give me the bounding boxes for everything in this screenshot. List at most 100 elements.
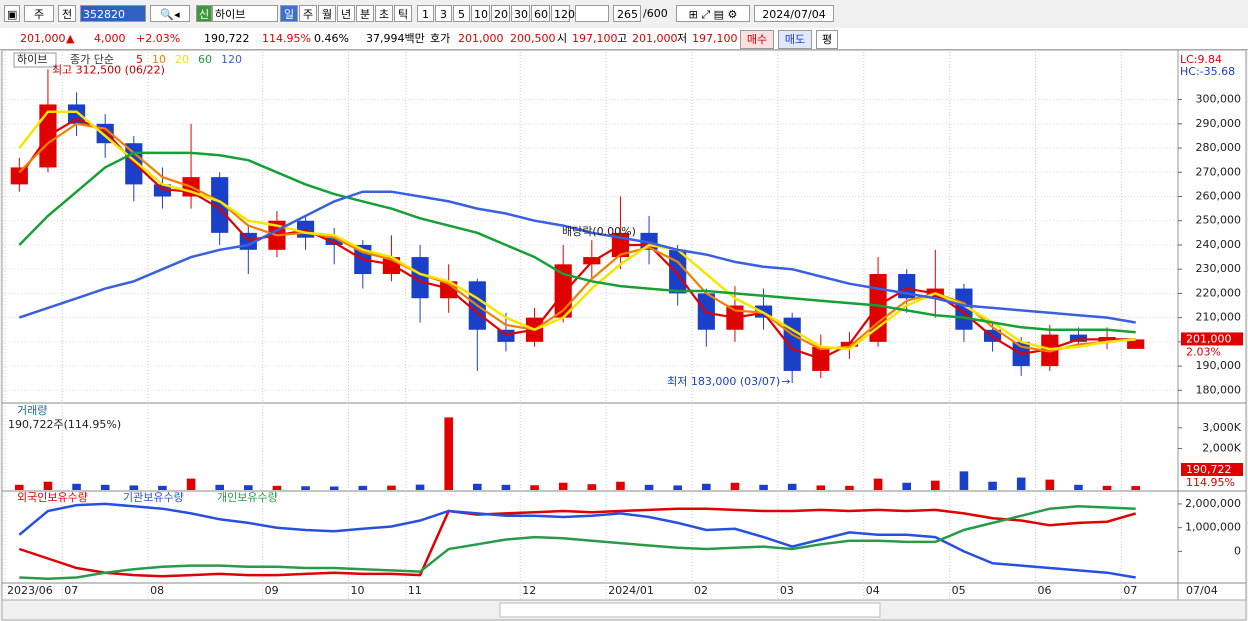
y-tick-label: 2,000K: [1202, 442, 1241, 455]
legend-entry: 5: [136, 53, 143, 66]
volume-bar: [644, 484, 654, 490]
volume-bar: [100, 484, 110, 490]
interval-button[interactable]: 3: [435, 5, 452, 22]
interval-button[interactable]: 60: [531, 5, 550, 22]
interval-button[interactable]: 초: [375, 5, 393, 22]
y-tick-label: 230,000: [1196, 262, 1242, 275]
candle-body: [296, 220, 315, 238]
last-volume: 190,722: [1186, 463, 1232, 476]
y-tick-label: 0: [1234, 544, 1241, 557]
interval-button[interactable]: 1: [417, 5, 434, 22]
interval-button[interactable]: 일: [280, 5, 298, 22]
amount: 37,994백만: [366, 32, 425, 45]
volume-ratio: 114.95%: [262, 32, 311, 45]
quote-bar: 201,000 ▲ 4,000 +2.03% 190,722 114.95% 0…: [0, 28, 1248, 50]
avg-button[interactable]: 평: [816, 30, 838, 49]
sell-button[interactable]: 매도: [778, 30, 812, 49]
x-tick-label: 12: [522, 584, 536, 597]
y-tick-label: 250,000: [1196, 214, 1242, 227]
ma-line: [18, 190, 1136, 324]
volume-bar: [558, 482, 568, 490]
high: 201,000: [632, 32, 678, 45]
volume-bar: [902, 482, 911, 490]
new-badge: 신: [196, 5, 212, 22]
x-tick-label: 11: [408, 584, 422, 597]
blank-select[interactable]: [575, 5, 609, 22]
interval-button[interactable]: 5: [453, 5, 470, 22]
interval-button[interactable]: 틱: [394, 5, 412, 22]
x-tick-label: 2024/01: [608, 584, 654, 597]
volume-bar: [358, 485, 368, 490]
x-tick-label: 2023/06: [7, 584, 53, 597]
prev-button[interactable]: 전: [58, 5, 76, 22]
holding-line: [18, 502, 1136, 579]
hc-label: HC:-35.68: [1180, 65, 1235, 78]
volume-bar: [988, 481, 997, 490]
interval-button[interactable]: 주: [299, 5, 317, 22]
volume-bar: [129, 485, 139, 490]
x-tick-label: 10: [351, 584, 365, 597]
name-input[interactable]: 하이브: [212, 5, 278, 22]
volume-bar: [730, 482, 740, 490]
volume-bar: [530, 485, 539, 490]
volume-bar: [673, 485, 682, 490]
y-tick-label: 300,000: [1196, 93, 1242, 106]
price: 201,000: [20, 32, 66, 45]
volume-bar: [959, 471, 969, 490]
interval-button[interactable]: 30: [511, 5, 530, 22]
tool-icons[interactable]: ⊞ ⤢ ▤ ⚙: [676, 5, 750, 22]
volume-bar: [186, 478, 196, 490]
volume: 190,722: [204, 32, 250, 45]
panel-subtitle: 190,722주(114.95%): [8, 418, 121, 431]
x-tick-label: 07: [64, 584, 78, 597]
high-label: 고: [617, 32, 628, 45]
volume-bar: [1045, 479, 1055, 490]
plot-background: [1, 49, 1179, 602]
ask-label: 호가: [430, 32, 451, 45]
interval-button[interactable]: 월: [318, 5, 336, 22]
buy-button[interactable]: 매수: [740, 30, 774, 49]
change-pct: +2.03%: [136, 32, 181, 45]
chart-title: 하이브: [17, 52, 47, 66]
interval-button[interactable]: 10: [471, 5, 490, 22]
date-input[interactable]: 2024/07/04: [754, 5, 834, 22]
volume-bar: [501, 484, 511, 490]
bid: 200,500: [510, 32, 556, 45]
volume-bar: [1131, 486, 1140, 490]
open: 197,100: [572, 32, 618, 45]
volume-bar: [329, 486, 339, 490]
axis-background: [1177, 49, 1247, 602]
volume-bar: [15, 484, 24, 490]
menu-icon[interactable]: ▣: [4, 5, 20, 22]
ma-line: [18, 110, 1136, 351]
ma-line: [18, 151, 1136, 334]
volume-bar: [873, 478, 883, 490]
y-tick-label: 260,000: [1196, 190, 1242, 203]
scroll-thumb[interactable]: [499, 602, 881, 618]
interval-button[interactable]: 20: [491, 5, 510, 22]
count-input[interactable]: 265: [613, 5, 641, 22]
interval-button[interactable]: 분: [356, 5, 374, 22]
status-date: 07/04: [1186, 584, 1218, 597]
code-input[interactable]: 352820: [80, 5, 146, 22]
y-tick-label: 240,000: [1196, 238, 1242, 251]
title-box: [13, 52, 57, 68]
search-icons[interactable]: 🔍◂: [150, 5, 190, 22]
x-tick-label: 03: [780, 584, 794, 597]
legend-title: 종가 단순: [70, 53, 114, 66]
turnover: 0.46%: [314, 32, 349, 45]
lc-label: LC:9.84: [1180, 53, 1222, 66]
volume-bar: [1016, 477, 1026, 490]
period-select[interactable]: 주: [24, 5, 54, 22]
candle-body: [67, 104, 86, 124]
panel-title: 거래량: [17, 404, 47, 417]
x-tick-label: 09: [265, 584, 279, 597]
interval-button[interactable]: 120: [551, 5, 575, 22]
x-tick-label: 07: [1123, 584, 1137, 597]
candle-body: [153, 184, 172, 197]
candle-body: [1069, 334, 1088, 342]
arrow: ▲: [66, 32, 75, 45]
volume-bar: [702, 483, 711, 490]
interval-button[interactable]: 년: [337, 5, 355, 22]
